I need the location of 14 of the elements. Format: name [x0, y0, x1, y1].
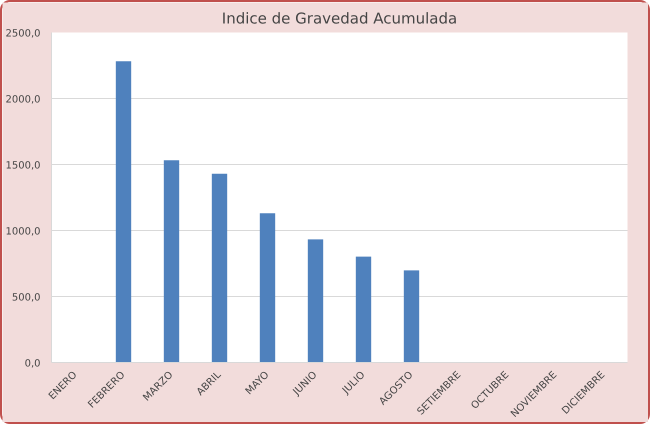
y-tick-label: 2500,0 — [6, 28, 41, 40]
y-tick-label: 2000,0 — [6, 94, 41, 106]
y-tick-label: 0,0 — [24, 358, 41, 370]
bar — [260, 213, 276, 362]
bar — [212, 174, 228, 362]
bar — [356, 256, 372, 362]
bar — [308, 239, 324, 362]
y-tick-label: 500,0 — [12, 292, 41, 304]
bar — [116, 61, 132, 362]
bar — [164, 160, 180, 362]
chart-title: Indice de Gravedad Acumulada — [222, 10, 458, 28]
y-tick-label: 1500,0 — [6, 160, 41, 172]
bar — [404, 270, 420, 362]
y-tick-label: 1000,0 — [6, 226, 41, 238]
